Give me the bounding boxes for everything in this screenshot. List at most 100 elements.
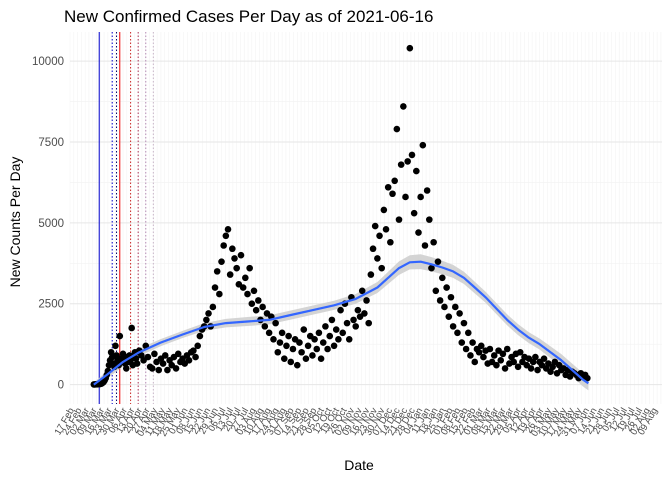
data-point	[354, 306, 362, 314]
data-point	[172, 365, 180, 372]
data-point	[328, 316, 336, 324]
vertical-lines-layer	[98, 32, 154, 404]
data-point	[490, 352, 498, 359]
data-point	[441, 303, 448, 311]
data-point	[413, 167, 420, 175]
data-point	[309, 352, 316, 359]
data-point	[319, 339, 327, 346]
y-tick-label: 2500	[38, 299, 64, 311]
data-point	[369, 245, 377, 253]
data-point	[584, 374, 591, 382]
data-point	[203, 316, 210, 324]
data-point	[503, 345, 511, 353]
data-point	[261, 323, 269, 330]
data-point	[213, 268, 221, 275]
data-point	[337, 306, 344, 314]
data-point	[404, 158, 411, 165]
data-point	[469, 339, 476, 346]
data-point	[534, 366, 541, 374]
data-point	[443, 284, 450, 291]
data-point	[410, 209, 418, 217]
data-point	[285, 332, 292, 340]
data-point	[397, 161, 405, 168]
data-point	[436, 297, 444, 304]
data-point	[280, 355, 288, 363]
data-point	[229, 245, 236, 253]
data-point	[428, 264, 435, 272]
data-point	[464, 329, 472, 337]
data-point	[164, 366, 171, 374]
data-point	[477, 342, 485, 350]
data-point	[460, 319, 468, 327]
data-point	[122, 365, 130, 372]
data-point	[486, 345, 494, 353]
data-point	[326, 332, 334, 340]
data-point	[196, 332, 204, 340]
data-point	[430, 238, 437, 246]
grid-layer	[69, 32, 662, 404]
data-point	[493, 361, 500, 369]
data-point	[330, 342, 338, 350]
data-point	[174, 350, 182, 358]
data-point	[358, 287, 366, 295]
data-point	[376, 232, 383, 240]
data-point	[322, 323, 329, 330]
y-tick-label: 10000	[32, 56, 64, 68]
data-point	[209, 303, 217, 311]
data-point	[218, 258, 225, 265]
data-point	[365, 319, 373, 327]
data-point	[339, 329, 347, 337]
data-point	[445, 313, 453, 320]
data-point	[190, 347, 197, 354]
data-point	[454, 329, 461, 337]
data-point	[144, 353, 152, 361]
data-point	[374, 255, 381, 262]
data-point	[159, 360, 167, 367]
data-point	[304, 342, 312, 350]
data-point	[248, 300, 256, 308]
data-point	[302, 355, 310, 363]
data-point	[133, 360, 141, 367]
data-point	[384, 183, 392, 191]
data-point	[352, 323, 360, 330]
data-point	[378, 264, 385, 272]
data-point	[462, 345, 470, 353]
data-point	[389, 190, 396, 198]
data-point	[382, 226, 390, 233]
data-point	[480, 353, 487, 361]
data-point	[185, 357, 193, 364]
data-point	[402, 193, 409, 201]
data-point	[252, 306, 260, 314]
data-point	[451, 303, 459, 311]
data-point	[456, 310, 463, 317]
data-point	[406, 44, 414, 52]
data-point	[514, 363, 522, 371]
data-point	[274, 348, 282, 356]
data-point	[371, 222, 379, 230]
data-point	[216, 290, 223, 298]
data-point	[148, 365, 156, 372]
data-point	[317, 355, 325, 363]
data-point	[501, 365, 509, 372]
data-point	[192, 353, 199, 361]
data-point	[259, 303, 266, 311]
data-point	[112, 342, 119, 350]
data-point	[255, 297, 262, 304]
data-point	[421, 242, 429, 249]
data-point	[540, 355, 548, 363]
data-point	[532, 353, 539, 361]
chart-title: New Confirmed Cases Per Day as of 2021-0…	[64, 7, 433, 26]
data-point	[233, 264, 240, 272]
data-point	[161, 352, 169, 359]
data-point	[293, 361, 301, 369]
data-point	[395, 216, 403, 223]
data-point	[516, 348, 524, 356]
smooth-curve-layer	[93, 260, 590, 386]
data-point	[315, 329, 323, 337]
data-point	[434, 258, 442, 265]
data-point	[438, 274, 446, 282]
data-point	[332, 326, 340, 333]
data-point	[205, 310, 212, 317]
data-point	[408, 151, 416, 159]
